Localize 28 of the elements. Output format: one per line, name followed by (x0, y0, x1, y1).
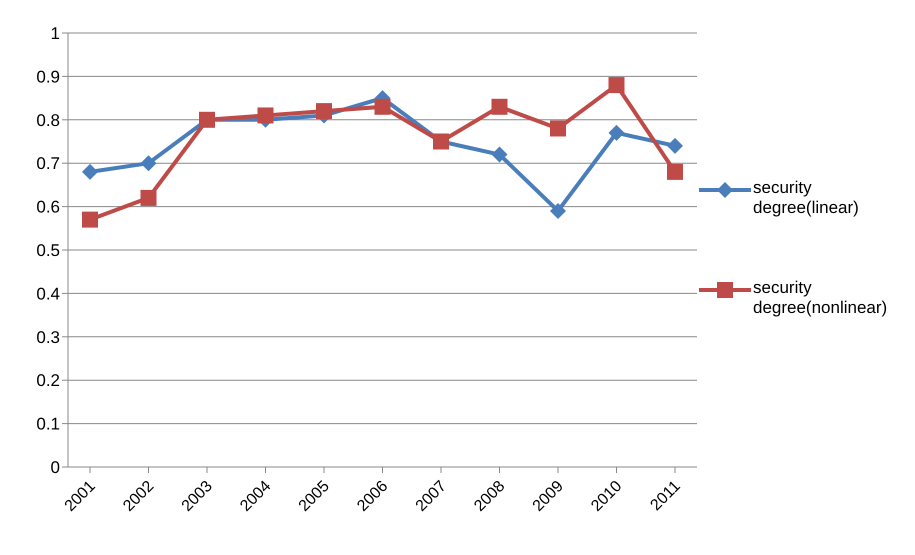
y-tick-label: 0.9 (36, 67, 60, 86)
point (82, 164, 98, 180)
point (316, 103, 332, 120)
point (82, 212, 98, 228)
y-tick-label: 0.7 (36, 154, 60, 174)
point (140, 190, 156, 206)
point (550, 120, 566, 136)
point (492, 146, 508, 163)
legend-label: security degree(linear) (753, 178, 860, 218)
y-tick-label: 0.2 (36, 371, 60, 390)
point (258, 107, 274, 124)
point (374, 98, 390, 115)
y-tick-label: 1 (50, 24, 60, 44)
y-tick-label: 0.4 (36, 284, 60, 304)
point (608, 77, 624, 94)
point (550, 202, 566, 219)
point (492, 98, 508, 115)
y-tick-label: 0.8 (36, 110, 60, 130)
point (608, 124, 624, 141)
y-tick-label: 0.3 (36, 328, 60, 347)
point (667, 164, 683, 180)
point (667, 138, 683, 154)
y-tick-label: 0.6 (36, 198, 60, 217)
y-tick-label: 0.1 (36, 414, 60, 434)
legend-label: security degree(nonlinear) (753, 278, 888, 318)
point (140, 155, 156, 172)
y-tick-label: 0.5 (36, 241, 60, 260)
y-tick-label: 0 (50, 458, 60, 478)
